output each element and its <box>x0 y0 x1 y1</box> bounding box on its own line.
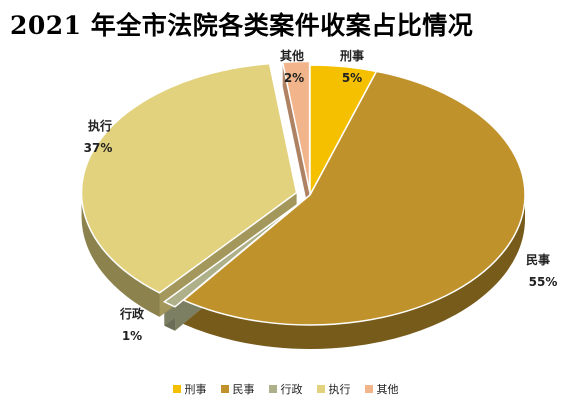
legend-label: 执行 <box>328 383 351 396</box>
pie-side-执行 <box>81 192 160 317</box>
legend-swatch <box>268 385 277 393</box>
pie-slice-民事 <box>182 70 526 326</box>
legend-item-执行: 执行 <box>316 381 351 397</box>
data-label-percent-刑事: 5% <box>342 71 362 85</box>
pie-side-民事 <box>183 195 526 349</box>
legend-label: 其他 <box>376 383 399 396</box>
legend-swatch <box>364 385 373 393</box>
data-label-percent-行政: 1% <box>122 329 142 343</box>
legend-item-行政: 行政 <box>268 381 303 397</box>
data-label-percent-其他: 2% <box>284 71 304 85</box>
legend-swatch <box>220 385 229 393</box>
data-label-name-执行: 执行 <box>88 118 112 133</box>
data-label-name-行政: 行政 <box>119 306 145 321</box>
legend-label: 民事 <box>232 383 255 396</box>
data-label-name-刑事: 刑事 <box>340 48 364 63</box>
legend-swatch <box>316 385 325 393</box>
data-label-name-民事: 民事 <box>526 252 550 267</box>
pie-slice-行政 <box>162 201 302 308</box>
data-label-percent-民事: 55% <box>529 275 558 289</box>
legend-label: 行政 <box>280 383 303 396</box>
data-label-name-其他: 其他 <box>280 48 304 63</box>
legend-label: 刑事 <box>184 383 207 396</box>
pie-slice-其他 <box>281 60 311 192</box>
pie-cut-其他 <box>282 62 310 216</box>
pie-slice-执行 <box>80 62 298 294</box>
legend-item-民事: 民事 <box>220 381 255 397</box>
data-label-percent-执行: 37% <box>84 141 113 155</box>
chart-title: 2021 年全市法院各类案件收案占比情况 <box>10 11 474 40</box>
legend-item-其他: 其他 <box>364 381 399 397</box>
legend-item-刑事: 刑事 <box>172 381 207 397</box>
chart-legend: 刑事 民事 行政 执行 其他 <box>0 381 571 397</box>
legend-swatch <box>172 385 181 393</box>
